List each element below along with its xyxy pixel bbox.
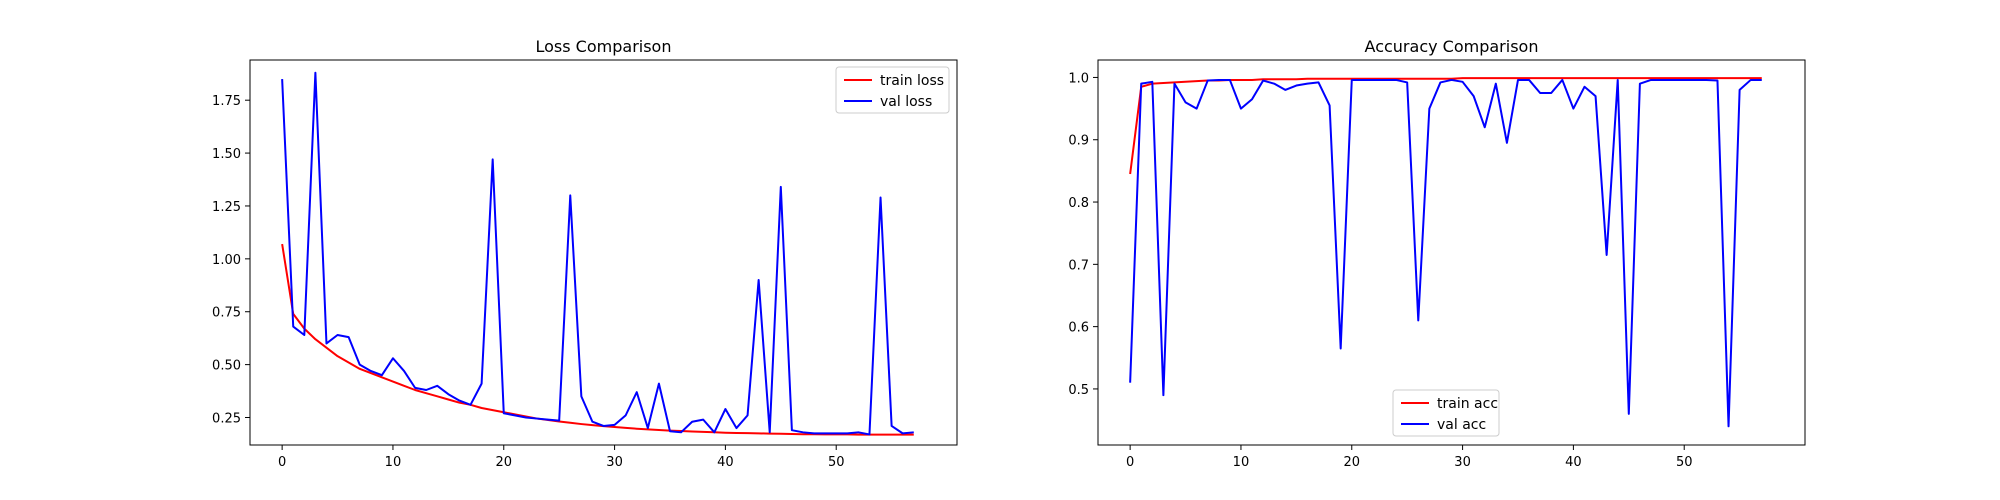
y-tick-label: 1.00 xyxy=(212,253,241,268)
legend-label: train loss xyxy=(880,73,944,89)
series-line-val-acc xyxy=(1129,78,1762,428)
x-tick-label: 10 xyxy=(1233,455,1250,470)
y-tick-label: 0.7 xyxy=(1068,258,1089,273)
axes-frame xyxy=(1097,59,1806,446)
x-tick-label: 30 xyxy=(606,455,623,470)
y-tick-label: 0.50 xyxy=(212,359,241,374)
x-tick-label: 20 xyxy=(495,455,512,470)
y-tick-label: 1.75 xyxy=(212,94,241,109)
y-tick-label: 0.9 xyxy=(1068,134,1089,149)
x-tick-label: 30 xyxy=(1454,455,1471,470)
x-tick-label: 0 xyxy=(278,455,286,470)
y-tick-label: 1.25 xyxy=(212,200,241,215)
axes-frame xyxy=(249,59,958,446)
y-tick-label: 1.50 xyxy=(212,147,241,162)
x-tick-label: 20 xyxy=(1343,455,1360,470)
x-tick-label: 10 xyxy=(385,455,402,470)
accuracy-comparison-chart: Accuracy Comparison 0 10 20 30 40 50 0.5 0.6 0.7… xyxy=(1068,37,1806,470)
x-tick-label: 50 xyxy=(1676,455,1693,470)
x-tick-label: 40 xyxy=(1565,455,1582,470)
x-tick-label: 0 xyxy=(1126,455,1134,470)
y-tick-label: 0.8 xyxy=(1068,196,1089,211)
x-tick-label: 50 xyxy=(828,455,845,470)
y-tick-label: 0.75 xyxy=(212,306,241,321)
legend-label: train acc xyxy=(1437,396,1498,412)
loss-comparison-chart: Loss Comparison 0 10 20 30 40 50 0.25 0.50 0.75 1… xyxy=(212,37,958,470)
y-tick-label: 1.0 xyxy=(1068,71,1089,86)
series-line-train-loss xyxy=(281,243,914,436)
y-tick-label: 0.5 xyxy=(1068,383,1089,398)
series-line-train-acc xyxy=(1129,77,1762,175)
y-tick-label: 0.25 xyxy=(212,412,241,427)
legend-label: val loss xyxy=(880,94,932,110)
legend: train loss val loss xyxy=(835,66,950,114)
legend: train acc val acc xyxy=(1392,389,1500,437)
x-tick-label: 40 xyxy=(717,455,734,470)
chart-title: Accuracy Comparison xyxy=(1365,37,1539,56)
chart-title: Loss Comparison xyxy=(536,37,672,56)
legend-label: val acc xyxy=(1437,417,1486,433)
series-line-val-loss xyxy=(281,71,914,436)
y-tick-label: 0.6 xyxy=(1068,321,1089,336)
